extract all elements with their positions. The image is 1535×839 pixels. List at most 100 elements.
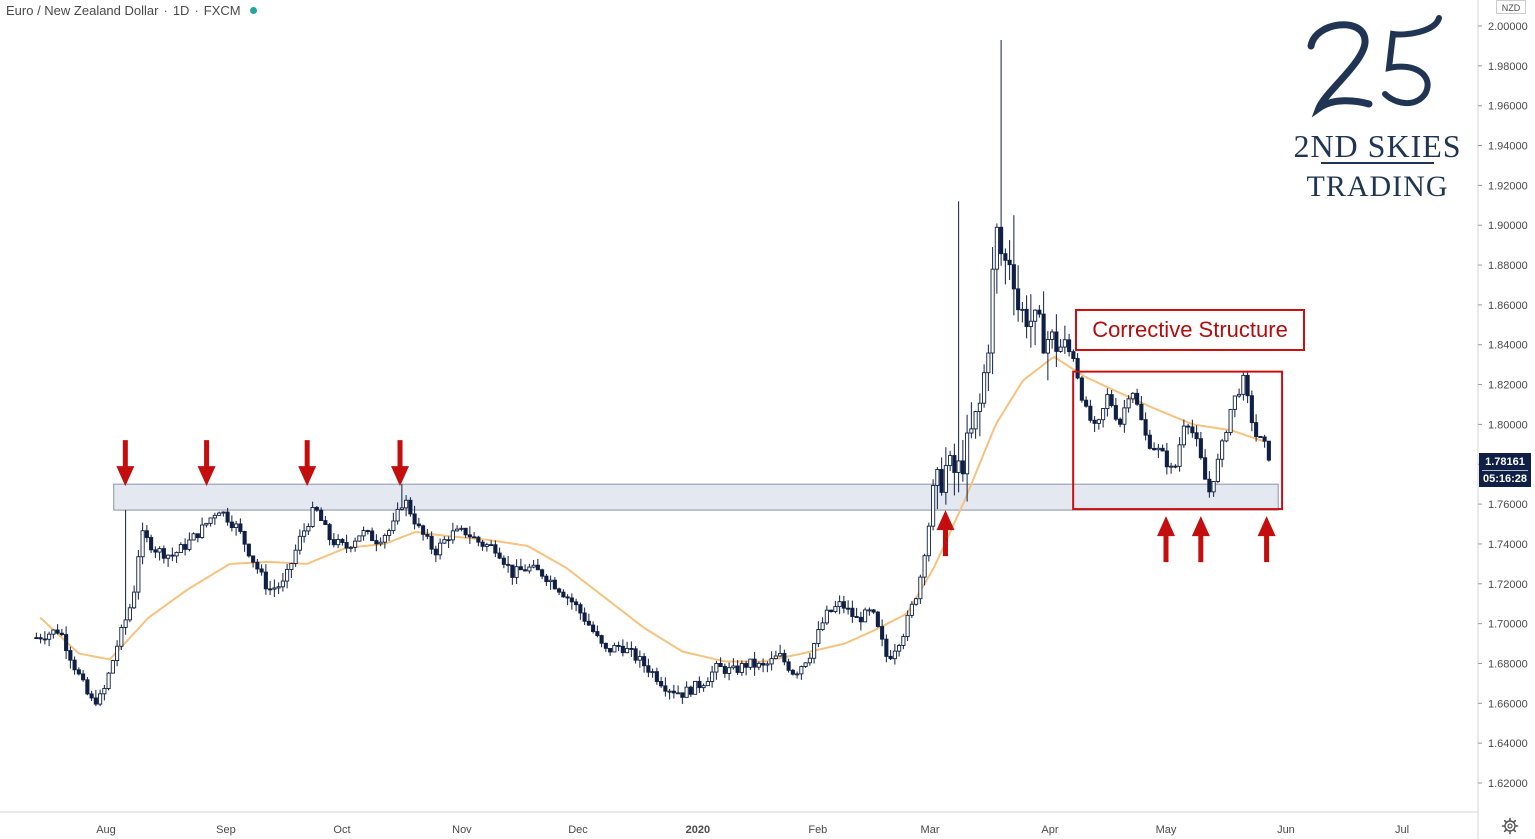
candle-body [795,673,800,676]
candle-body [34,637,39,640]
candle-body [1016,288,1021,311]
candle-body [701,685,706,689]
candle-body [293,549,298,564]
candle-body [221,511,226,514]
candle-body [731,665,736,669]
candle-body [697,680,702,689]
candle-body [302,530,307,537]
chart-header[interactable]: Euro / New Zealand Dollar · 1D · FXCM [6,2,257,18]
candle-body [773,655,778,660]
time-tick-label: Nov [452,824,472,836]
candle-body [769,658,774,665]
candle-body [497,552,502,559]
candle-body [642,656,647,667]
candle-body [1118,418,1123,425]
candle-body [603,642,608,649]
candle-body [472,536,477,539]
bar-countdown: 05:16:28 [1482,473,1528,485]
candle-body [982,372,987,404]
candle-body [1147,434,1152,449]
price-tag-divider [1482,470,1528,471]
candle-body [161,548,166,559]
candle-body [850,607,855,617]
price-axis[interactable]: 2.00000 1.98000 1.96000 1.94000 1.92000 1.900… [1477,0,1535,839]
candle-body [986,352,991,374]
price-tick-label: 1.80000 [1488,419,1528,431]
candle-body [242,531,247,545]
candle-body [1181,425,1186,446]
candle-body [166,554,171,559]
time-axis[interactable]: Aug Sep Oct Nov Dec 2020 Feb Mar Apr May Jun Jul [0,811,1478,836]
price-tick-label: 1.76000 [1488,499,1528,511]
candle-body [446,539,451,542]
candle-body [1203,457,1208,480]
candle-body [399,507,404,510]
settings-icon[interactable] [1501,817,1519,835]
down-arrow-icon [391,440,410,487]
candle-body [493,544,498,554]
candle-body [1122,407,1127,425]
candle-body [1071,351,1076,359]
candle-body [1194,432,1199,440]
candle-body [659,681,664,687]
candle-body [1211,481,1216,493]
candle-body [1130,392,1135,400]
candle-body [790,669,795,675]
candle-body [149,537,154,551]
candle-body [684,686,689,698]
candle-body [246,543,251,557]
price-axis-background [1478,0,1535,839]
candle-body [361,530,366,537]
price-tick-label: 1.98000 [1488,61,1528,73]
candle-body [285,569,290,582]
currency-badge[interactable]: NZD [1496,0,1526,14]
candle-body [1105,394,1110,409]
candle-body [489,544,494,547]
candle-body [200,524,205,539]
header-separator: · [194,2,199,18]
candle-body [255,561,260,570]
candle-body [225,511,230,523]
time-tick-label: Mar [921,824,940,836]
candle-body [625,647,630,654]
interval-label[interactable]: 1D [172,2,190,18]
candle-body [89,693,94,699]
candle-body [973,411,978,430]
candle-body [1024,308,1029,328]
candle-body [357,535,362,542]
down-arrow-icon [197,440,216,487]
candle-body [85,679,90,695]
candle-body [297,535,302,551]
candle-body [416,523,421,527]
candle-body [565,596,570,599]
candle-body [64,634,69,651]
exchange-label: FXCM [203,2,241,18]
candle-body [459,527,464,530]
candle-body [816,629,821,645]
candle-body [552,579,557,590]
candle-body [688,686,693,695]
candle-body [1266,440,1271,461]
candle-body [1215,458,1220,482]
logo-line2: TRADING [1306,170,1449,203]
candle-body [174,552,179,557]
candle-body [1177,444,1182,467]
candle-body [646,665,651,673]
candle-body [450,530,455,541]
price-tick-label: 1.90000 [1488,220,1528,232]
candle-body [1160,447,1165,452]
time-tick-label: Sep [216,824,236,836]
candle-body [327,524,332,541]
candle-body [965,432,970,475]
candle-body [803,662,808,667]
status-dot-icon [249,6,257,14]
candle-body [1101,408,1106,421]
candle-body [837,601,842,608]
brand-logo: 2ND SKIES TRADING [1285,12,1470,207]
candle-body [1003,253,1008,261]
candle-body [212,514,217,519]
price-tick-label: 1.66000 [1488,698,1528,710]
candle-body [1075,358,1080,379]
candle-body [1156,447,1161,451]
